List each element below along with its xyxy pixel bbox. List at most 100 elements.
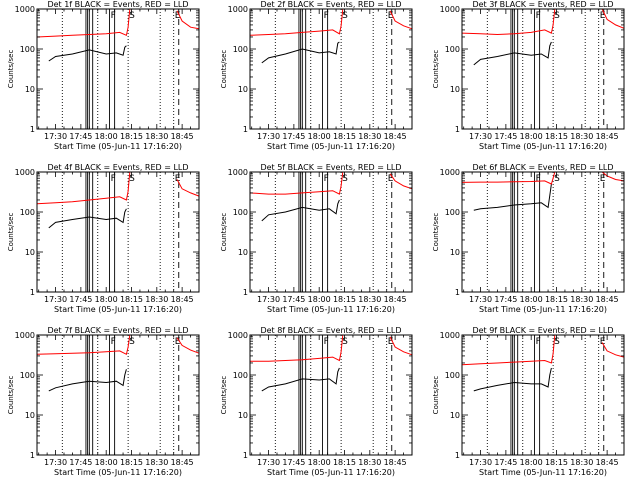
x-tick-label: 17:30 bbox=[44, 132, 67, 141]
x-tick-label: 18:15 bbox=[120, 295, 143, 304]
x-tick-label: 18:15 bbox=[333, 132, 356, 141]
event-line-label: S bbox=[129, 11, 135, 21]
x-tick-label: 18:45 bbox=[384, 458, 407, 467]
y-tick-label: 10 bbox=[450, 411, 460, 420]
series-events-line bbox=[48, 45, 127, 62]
panel-8: Det 8f BLACK = Events, RED = LLD F S E 1 10 10… bbox=[220, 326, 413, 477]
series-events-line bbox=[48, 208, 127, 229]
plot-frame bbox=[36, 171, 200, 293]
x-tick-label: 18:45 bbox=[171, 295, 194, 304]
series-lld-line bbox=[36, 171, 131, 205]
x-tick-label: 17:45 bbox=[282, 458, 305, 467]
y-tick-label: 100 bbox=[233, 208, 248, 217]
x-tick-label: 17:45 bbox=[282, 132, 305, 141]
y-tick-label: 1000 bbox=[228, 168, 248, 177]
y-tick-label: 10 bbox=[238, 248, 248, 257]
plot-frame bbox=[461, 8, 625, 130]
series-lld-line bbox=[176, 337, 200, 354]
series-lld-line bbox=[389, 336, 413, 356]
x-tick-label: 17:45 bbox=[282, 295, 305, 304]
x-tick-label: 18:15 bbox=[120, 458, 143, 467]
x-tick-label: 17:45 bbox=[69, 132, 92, 141]
y-axis-label: Counts/sec bbox=[432, 213, 440, 252]
x-tick-label: 18:15 bbox=[545, 458, 568, 467]
x-tick-label: 18:00 bbox=[95, 295, 118, 304]
x-tick-label: 18:15 bbox=[333, 295, 356, 304]
y-axis-label: Counts/sec bbox=[220, 376, 228, 415]
x-tick-label: 18:00 bbox=[520, 132, 543, 141]
x-tick-label: 18:00 bbox=[95, 458, 118, 467]
panel-3: Det 3f BLACK = Events, RED = LLD F S E 1 10 10… bbox=[432, 0, 625, 151]
y-tick-label: 10 bbox=[450, 85, 460, 94]
event-line-label: E bbox=[600, 11, 606, 21]
y-tick-label: 10 bbox=[25, 411, 35, 420]
x-tick-label: 18:30 bbox=[145, 295, 168, 304]
x-axis-label: Start Time (05-Jun-11 17:16:20) bbox=[267, 142, 395, 151]
series-lld-line bbox=[250, 334, 344, 362]
y-tick-label: 100 bbox=[233, 45, 248, 54]
event-line-label: E bbox=[388, 174, 394, 184]
event-line-label: F bbox=[536, 11, 541, 21]
x-tick-label: 18:15 bbox=[333, 458, 356, 467]
event-line-label: F bbox=[324, 11, 329, 21]
series-lld-line bbox=[601, 171, 625, 182]
x-tick-label: 18:30 bbox=[358, 132, 381, 141]
event-line-label: S bbox=[129, 174, 135, 184]
y-tick-label: 10 bbox=[25, 85, 35, 94]
x-axis-label: Start Time (05-Jun-11 17:16:20) bbox=[267, 305, 395, 314]
y-tick-label: 1000 bbox=[15, 331, 35, 340]
series-lld-line bbox=[461, 171, 556, 185]
panel-title: Det 8f BLACK = Events, RED = LLD bbox=[260, 326, 401, 335]
event-line-label: S bbox=[129, 337, 135, 347]
x-tick-label: 18:30 bbox=[570, 132, 593, 141]
y-tick-label: 1000 bbox=[228, 5, 248, 14]
event-line-label: F bbox=[324, 337, 329, 347]
panel-title: Det 7f BLACK = Events, RED = LLD bbox=[47, 326, 188, 335]
y-tick-label: 1 bbox=[455, 288, 460, 297]
x-tick-label: 18:45 bbox=[596, 295, 619, 304]
plot-frame bbox=[249, 8, 413, 130]
y-tick-label: 100 bbox=[20, 371, 35, 380]
y-tick-label: 1 bbox=[30, 451, 35, 460]
x-tick-label: 18:00 bbox=[520, 458, 543, 467]
x-tick-label: 17:45 bbox=[494, 458, 517, 467]
plot-frame bbox=[36, 334, 200, 456]
x-tick-label: 18:00 bbox=[308, 295, 331, 304]
x-axis-label: Start Time (05-Jun-11 17:16:20) bbox=[479, 305, 607, 314]
plot-frame bbox=[461, 334, 625, 456]
series-lld-line bbox=[176, 179, 200, 197]
y-tick-label: 1 bbox=[30, 288, 35, 297]
x-tick-label: 18:30 bbox=[145, 458, 168, 467]
y-axis-label: Counts/sec bbox=[7, 50, 15, 89]
x-tick-label: 17:30 bbox=[469, 458, 492, 467]
panel-7: Det 7f BLACK = Events, RED = LLD F S E 1 10 10… bbox=[7, 326, 200, 477]
x-tick-label: 17:30 bbox=[469, 295, 492, 304]
y-tick-label: 1000 bbox=[15, 5, 35, 14]
panel-title: Det 1f BLACK = Events, RED = LLD bbox=[47, 0, 188, 9]
event-line-label: F bbox=[536, 174, 541, 184]
series-lld-line bbox=[389, 173, 413, 190]
x-axis-label: Start Time (05-Jun-11 17:16:20) bbox=[54, 305, 182, 314]
y-tick-label: 1000 bbox=[440, 5, 460, 14]
x-tick-label: 17:30 bbox=[44, 295, 67, 304]
x-axis-label: Start Time (05-Jun-11 17:16:20) bbox=[267, 468, 395, 477]
series-lld-line bbox=[389, 10, 413, 30]
event-line-label: F bbox=[324, 174, 329, 184]
x-tick-label: 18:45 bbox=[384, 295, 407, 304]
series-lld-line bbox=[36, 8, 131, 38]
y-tick-label: 1 bbox=[243, 125, 248, 134]
y-tick-label: 10 bbox=[238, 411, 248, 420]
x-tick-label: 17:45 bbox=[69, 295, 92, 304]
panel-title: Det 4f BLACK = Events, RED = LLD bbox=[47, 163, 188, 172]
x-tick-label: 18:15 bbox=[120, 132, 143, 141]
y-axis-label: Counts/sec bbox=[432, 376, 440, 415]
y-tick-label: 1 bbox=[30, 125, 35, 134]
event-line-label: E bbox=[175, 174, 181, 184]
series-events-line bbox=[261, 199, 340, 222]
series-lld-line bbox=[601, 342, 625, 358]
x-tick-label: 18:30 bbox=[145, 132, 168, 141]
x-tick-label: 18:45 bbox=[171, 458, 194, 467]
event-line-label: S bbox=[342, 337, 348, 347]
x-tick-label: 17:30 bbox=[257, 295, 280, 304]
